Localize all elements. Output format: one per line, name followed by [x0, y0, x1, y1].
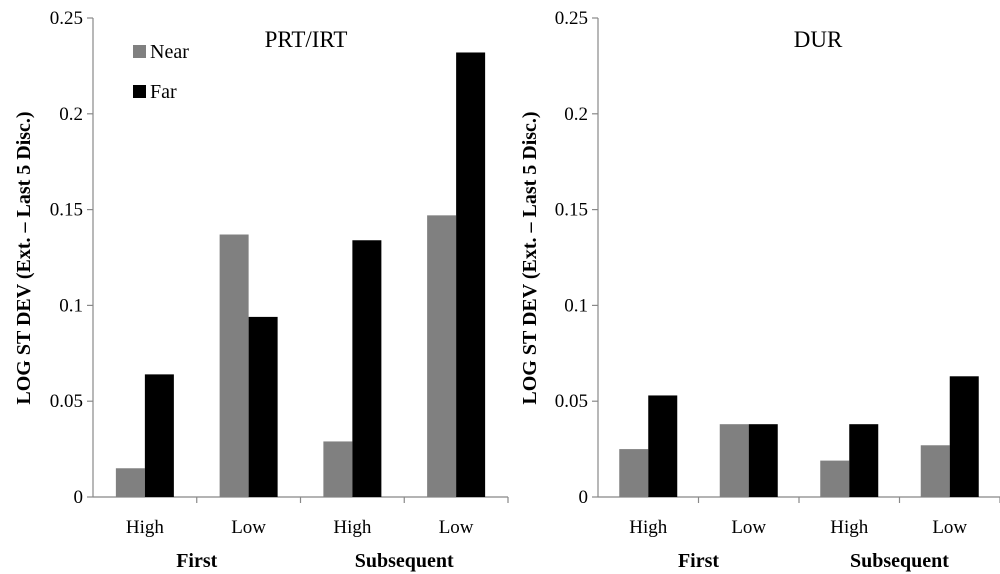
y-tick-label: 0.15	[50, 200, 83, 221]
bar-far-low	[248, 316, 278, 497]
x-tick-label: Low	[932, 517, 967, 538]
bar-far-low	[748, 424, 778, 497]
bar-near-high	[115, 468, 145, 497]
bar-far-high	[144, 374, 174, 497]
y-tick-label: 0.2	[59, 104, 83, 125]
bar-near-low	[719, 424, 749, 497]
y-tick-label: 0	[74, 487, 84, 508]
x-tick-label: High	[333, 517, 372, 538]
bar-near-high	[619, 449, 649, 497]
x-tick-label: Low	[731, 517, 766, 538]
x-tick-label: Low	[231, 517, 266, 538]
x-tick-label: High	[126, 517, 165, 538]
bar-far-high	[849, 424, 879, 497]
legend-label-far: Far	[150, 81, 177, 103]
y-tick-label: 0.1	[564, 295, 588, 316]
y-tick-label: 0.2	[564, 104, 588, 125]
chart-title: PRT/IRT	[265, 27, 348, 52]
y-tick-label: 0	[579, 487, 589, 508]
bar-near-low	[427, 215, 457, 497]
bar-far-high	[352, 240, 382, 498]
x-tick-label: Low	[439, 517, 474, 538]
y-tick-label: 0.05	[50, 391, 83, 412]
bar-near-low	[920, 445, 950, 497]
legend-swatch-far	[133, 85, 146, 98]
y-tick-label: 0.25	[555, 8, 588, 29]
x-tick-label: High	[629, 517, 668, 538]
group-label: First	[678, 550, 719, 572]
group-label: First	[176, 550, 217, 572]
legend: Near Far	[133, 41, 189, 103]
y-tick-label: 0.25	[50, 8, 83, 29]
chart-1: 0 0.05 0.1 0.15 0.2 0.25 LOG ST DEV (Ext. – La…	[13, 8, 509, 572]
y-tick-label: 0.1	[59, 295, 83, 316]
bar-near-high	[820, 460, 850, 497]
bar-far-low	[949, 376, 979, 497]
group-label: Subsequent	[850, 550, 949, 572]
bar-near-low	[219, 234, 249, 497]
legend-swatch-near	[133, 45, 146, 58]
y-tick-label: 0.05	[555, 391, 588, 412]
bar-far-low	[456, 52, 486, 497]
group-label: Subsequent	[355, 550, 454, 572]
y-tick-label: 0.15	[555, 200, 588, 221]
chart-title: DUR	[794, 27, 843, 52]
bar-far-high	[648, 395, 678, 497]
y-axis-label: LOG ST DEV (Ext. – Last 5 Disc.)	[13, 111, 35, 404]
legend-label-near: Near	[150, 41, 189, 63]
y-axis-label: LOG ST DEV (Ext. – Last 5 Disc.)	[519, 111, 541, 404]
x-tick-label: High	[830, 517, 869, 538]
bar-near-high	[323, 441, 353, 497]
chart-2: 0 0.05 0.1 0.15 0.2 0.25 LOG ST DEV (Ext. – La…	[519, 8, 1000, 572]
